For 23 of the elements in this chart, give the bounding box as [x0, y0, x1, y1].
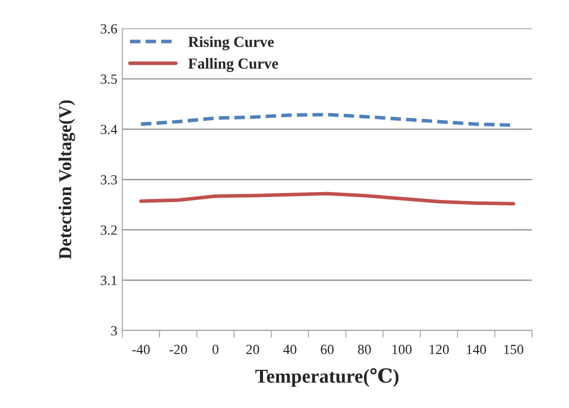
- x-tick-label: 40: [283, 344, 296, 354]
- x-tick-label: 0: [212, 344, 218, 354]
- x-tick-label: -20: [169, 344, 187, 354]
- x-tick-label: -40: [132, 344, 150, 354]
- x-tick-label: 60: [320, 344, 334, 354]
- y-tick-label: 3: [111, 326, 117, 336]
- line-series: [139, 192, 516, 206]
- x-tick-label: 140: [466, 344, 486, 354]
- y-tick-label: 3.4: [100, 124, 118, 134]
- x-tick-label: 20: [246, 344, 260, 354]
- x-tick-label: 150: [504, 344, 524, 354]
- x-tick-label: 100: [392, 344, 412, 354]
- x-tick-label: 120: [430, 344, 449, 354]
- x-tick-label: 80: [358, 344, 371, 354]
- y-axis-title: Detection Voltage(V): [58, 100, 76, 260]
- y-tick-label: 3.2: [100, 225, 117, 235]
- y-tick-label: 3.3: [100, 175, 117, 185]
- y-tick-label: 3.6: [100, 24, 118, 34]
- legend-label: Falling Curve: [188, 58, 278, 72]
- y-tick-label: 3.5: [100, 74, 117, 84]
- x-axis-title: Temperature(℃): [255, 368, 398, 387]
- legend-label: Rising Curve: [188, 36, 274, 50]
- y-tick-label: 3.1: [100, 276, 117, 286]
